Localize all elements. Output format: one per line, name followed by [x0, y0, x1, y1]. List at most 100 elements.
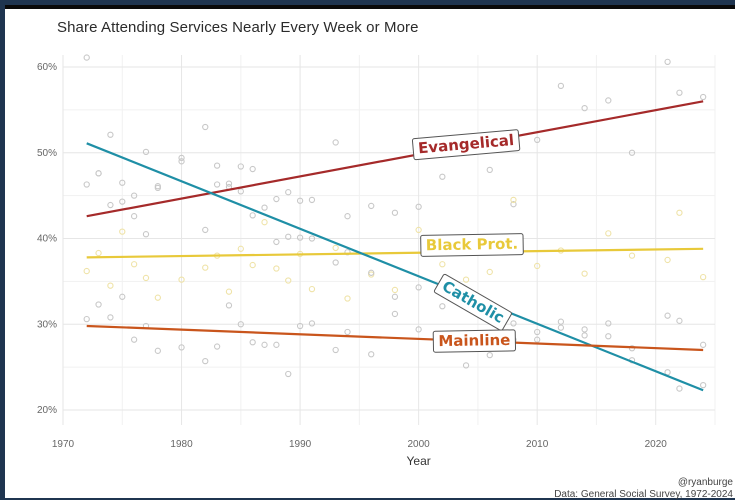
data-point	[261, 341, 268, 348]
data-point	[154, 347, 161, 354]
data-point	[178, 158, 185, 165]
data-point	[676, 209, 683, 216]
data-point	[664, 369, 671, 376]
data-point	[699, 93, 707, 101]
data-point	[557, 318, 565, 325]
data-point	[249, 261, 256, 269]
data-point	[308, 196, 316, 204]
data-point	[368, 351, 375, 358]
x-axis-label: Year	[407, 454, 431, 468]
series-label-box	[432, 329, 517, 353]
data-point	[202, 264, 209, 271]
data-point	[534, 262, 541, 270]
data-point	[581, 332, 588, 339]
data-point	[285, 277, 292, 284]
data-point	[332, 139, 339, 146]
data-point	[581, 270, 588, 277]
data-point	[332, 259, 339, 266]
data-point	[83, 54, 90, 61]
x-tick-label: 1980	[170, 439, 193, 450]
data-point	[462, 362, 470, 369]
series-label: Mainline	[432, 329, 517, 353]
series-label: Evangelical	[411, 129, 521, 161]
data-point	[237, 245, 244, 252]
data-point	[439, 303, 446, 310]
data-point	[202, 123, 209, 131]
data-point	[391, 209, 399, 216]
data-point	[225, 288, 233, 295]
series-label-box	[433, 273, 512, 331]
data-point	[439, 173, 446, 180]
data-point	[676, 89, 683, 96]
data-point	[664, 58, 671, 66]
data-point	[605, 230, 612, 237]
data-point	[581, 326, 588, 333]
data-point	[664, 312, 671, 319]
data-point	[676, 385, 683, 392]
data-point	[225, 180, 233, 187]
trend-line	[86, 324, 704, 352]
data-point	[557, 82, 565, 90]
data-point	[119, 198, 126, 205]
data-point	[699, 341, 707, 348]
data-point	[439, 261, 446, 268]
data-point	[130, 213, 138, 220]
data-point	[308, 320, 316, 327]
data-point	[107, 201, 114, 209]
data-point	[249, 165, 256, 173]
series-label: Catholic	[433, 273, 512, 331]
data-point	[83, 181, 90, 188]
data-point	[415, 226, 422, 234]
y-tick-label: 40%	[37, 234, 57, 245]
data-point	[699, 381, 707, 389]
data-point	[237, 188, 244, 195]
data-point	[605, 320, 612, 327]
data-point	[510, 320, 517, 327]
data-point	[368, 269, 375, 276]
data-point	[344, 295, 351, 302]
y-tick-label: 50%	[37, 148, 57, 159]
series-label-text: Catholic	[439, 277, 507, 327]
data-point	[415, 326, 422, 333]
data-point	[95, 301, 102, 308]
data-point	[308, 235, 316, 242]
data-point	[391, 293, 399, 300]
data-point	[415, 203, 422, 210]
data-point	[628, 149, 636, 156]
data-point	[178, 154, 185, 162]
data-point	[225, 302, 233, 309]
data-point	[142, 148, 150, 156]
data-point	[391, 286, 399, 294]
data-point	[296, 234, 304, 241]
y-tick-label: 60%	[37, 62, 57, 73]
data-point	[510, 201, 517, 208]
data-point	[332, 244, 339, 252]
grid-layer	[62, 55, 716, 425]
credit-source: Data: General Social Survey, 1972-2024	[554, 489, 733, 500]
data-point	[391, 310, 399, 318]
data-point	[237, 321, 244, 328]
data-point	[178, 276, 185, 283]
data-point	[296, 197, 304, 204]
data-point	[368, 202, 375, 210]
data-point	[213, 343, 221, 350]
data-point	[415, 284, 422, 291]
data-point	[249, 339, 256, 346]
data-point	[534, 328, 541, 336]
data-point	[699, 273, 707, 281]
top-border	[5, 5, 735, 9]
data-point	[273, 265, 280, 272]
x-tick-label: 2000	[408, 439, 431, 450]
data-point	[95, 170, 102, 177]
data-point	[628, 252, 636, 259]
data-point	[344, 213, 351, 220]
trend-line	[86, 247, 704, 259]
data-point	[261, 204, 268, 211]
data-point	[557, 324, 565, 331]
data-point	[213, 181, 221, 188]
data-point	[273, 195, 280, 203]
data-point	[130, 192, 138, 199]
series-label-text: Mainline	[438, 331, 510, 350]
data-point	[202, 226, 209, 234]
data-point	[273, 341, 280, 348]
